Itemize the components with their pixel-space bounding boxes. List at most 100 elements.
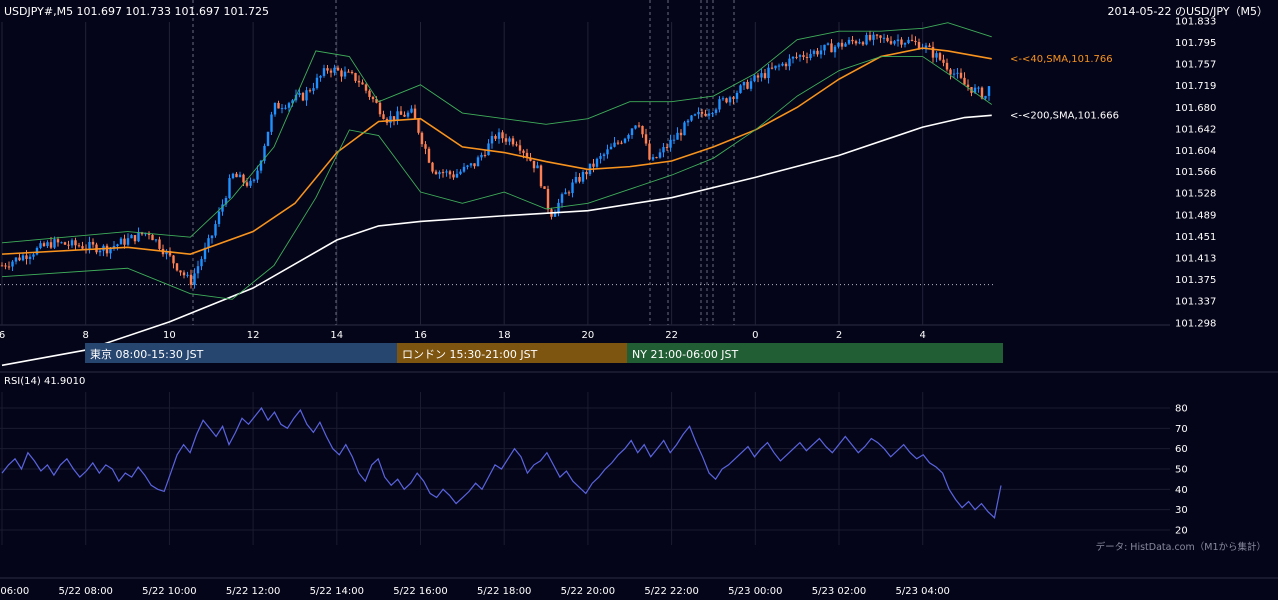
candle-up <box>312 88 315 91</box>
candle-up <box>781 63 784 66</box>
candle-down <box>133 235 137 242</box>
candle-down <box>245 182 249 186</box>
candle-down <box>725 98 728 103</box>
hour-tick-label: 18 <box>498 330 511 341</box>
candle-down <box>182 272 186 276</box>
candle-down <box>399 111 403 115</box>
candle-up <box>252 179 256 181</box>
candle-down <box>522 150 525 153</box>
candle-down <box>928 45 931 47</box>
time-tick-label: 5/22 12:00 <box>226 586 280 597</box>
price-tick-label: 101.489 <box>1175 211 1216 222</box>
candle-down <box>375 99 378 103</box>
candle-up <box>977 87 980 89</box>
candle-down <box>665 147 669 149</box>
candle-up <box>291 100 294 104</box>
candle-up <box>609 146 613 150</box>
candle-down <box>525 152 529 158</box>
candle-up <box>462 166 466 172</box>
candle-down <box>539 165 543 187</box>
candle-up <box>32 254 35 257</box>
candle-up <box>581 171 585 182</box>
vertical-gridlines <box>1 22 924 545</box>
candle-up <box>263 145 266 161</box>
candle-down <box>518 145 522 151</box>
candle-down <box>879 35 882 38</box>
candle-down <box>931 46 935 58</box>
hour-tick-label: 14 <box>330 330 343 341</box>
candle-up <box>707 113 711 116</box>
candle-down <box>620 142 623 144</box>
time-tick-label: 5/22 18:00 <box>477 586 531 597</box>
candle-down <box>910 39 914 41</box>
candle-up <box>238 174 242 178</box>
candle-down <box>567 192 571 194</box>
candle-up <box>658 152 662 158</box>
candle-up <box>924 45 928 48</box>
candle-down <box>830 43 833 53</box>
hour-axis: 6 8 10 12 14 16 18 20 22 0 2 4 <box>0 330 926 341</box>
candle-up <box>749 81 753 89</box>
candle-down <box>392 116 396 121</box>
candle-down <box>308 90 312 92</box>
candle-down <box>966 84 970 88</box>
candle-down <box>448 171 452 175</box>
candle-up <box>35 247 39 255</box>
candle-down <box>945 62 949 70</box>
candle-up <box>165 251 168 255</box>
rsi-tick-label: 20 <box>1175 526 1188 537</box>
rsi-tick-label: 80 <box>1175 404 1188 415</box>
candle-up <box>259 160 263 171</box>
hour-tick-label: 22 <box>665 330 678 341</box>
candle-down <box>340 70 343 77</box>
price-tick-label: 101.337 <box>1175 296 1216 307</box>
candle-down <box>795 56 798 58</box>
candle-up <box>630 128 634 136</box>
candle-down <box>816 50 819 55</box>
candle-up <box>487 143 490 156</box>
hour-tick-label: 2 <box>836 330 842 341</box>
candle-up <box>613 142 616 147</box>
candle-down <box>25 255 28 259</box>
candle-down <box>77 245 81 247</box>
candle-up <box>798 55 802 57</box>
candle-down <box>347 71 350 73</box>
candle-up <box>760 73 763 78</box>
candle-down <box>4 265 7 267</box>
candle-down <box>980 87 984 99</box>
time-axis: 5/22 06:00 5/22 08:00 5/22 10:00 5/22 12:00… <box>0 586 950 597</box>
candle-up <box>228 178 231 198</box>
candle-down <box>49 242 53 248</box>
candle-down <box>746 81 749 89</box>
candle-up <box>389 116 392 123</box>
candle-down <box>529 157 532 161</box>
candle-up <box>984 95 987 99</box>
candle-up <box>445 171 448 173</box>
candle-down <box>900 39 903 45</box>
candle-up <box>711 112 714 114</box>
candle-up <box>721 98 725 100</box>
candle-down <box>56 239 60 243</box>
time-tick-label: 5/23 00:00 <box>728 586 782 597</box>
candle-up <box>186 274 189 276</box>
candle-down <box>515 144 518 146</box>
candle-down <box>63 242 67 245</box>
price-tick-label: 101.795 <box>1175 38 1216 49</box>
candle-down <box>942 59 945 63</box>
candle-down <box>949 69 952 75</box>
time-tick-label: 5/23 04:00 <box>895 586 949 597</box>
rsi-tick-label: 60 <box>1175 444 1188 455</box>
candle-up <box>893 41 896 44</box>
candle-up <box>455 173 459 178</box>
time-tick-label: 5/22 14:00 <box>310 586 364 597</box>
sma200-value-label: <-<200,SMA,101.666 <box>1010 110 1119 121</box>
hour-tick-label: 20 <box>582 330 595 341</box>
candle-up <box>697 111 700 115</box>
candle-up <box>224 197 228 205</box>
candle-down <box>427 148 431 163</box>
rsi-title: RSI(14) 41.9010 <box>4 376 85 387</box>
candle-down <box>74 240 77 246</box>
candle-down <box>616 142 620 144</box>
candle-up <box>634 125 637 129</box>
candle-up <box>137 232 140 242</box>
